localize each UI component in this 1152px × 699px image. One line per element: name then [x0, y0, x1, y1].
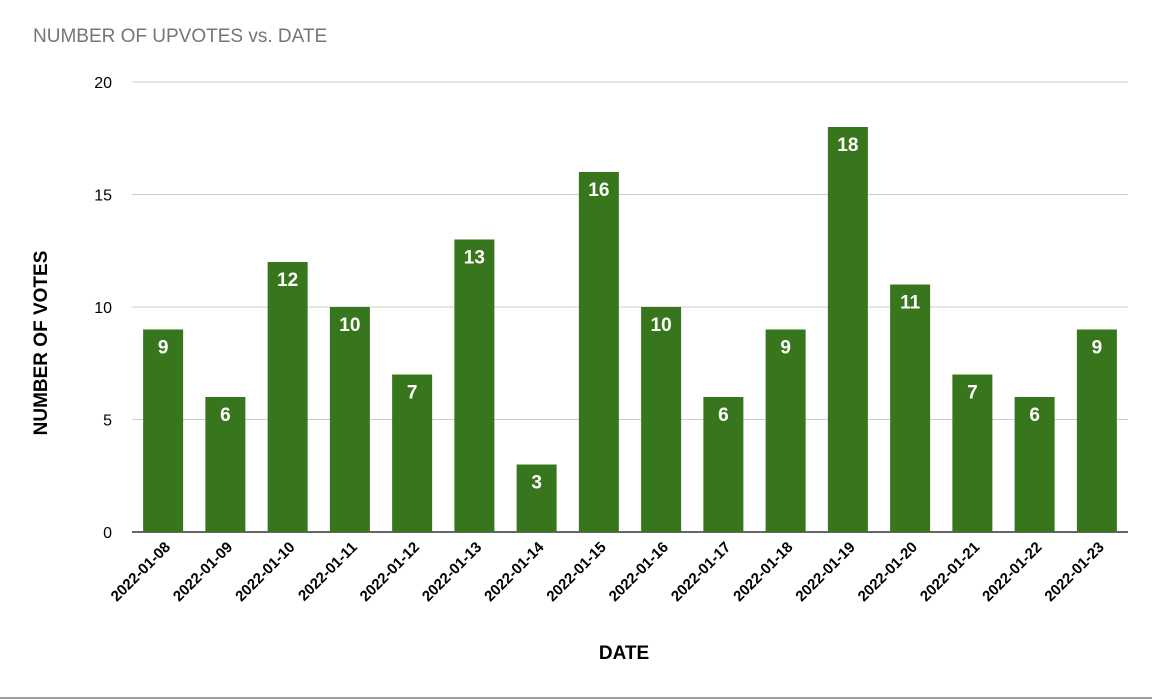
bar-value-label: 10 [651, 315, 672, 336]
x-axis-title: DATE [599, 643, 649, 664]
bar-value-label: 9 [1092, 338, 1103, 359]
x-tick-label: 2022-01-08 [108, 539, 174, 605]
y-tick-label: 5 [103, 413, 112, 430]
x-tick-label: 2022-01-15 [543, 539, 609, 605]
bar-value-label: 13 [464, 248, 485, 269]
bar [703, 397, 744, 532]
x-tick-label: 2022-01-10 [232, 539, 298, 605]
x-tick-label: 2022-01-23 [1041, 539, 1107, 605]
x-tick-label: 2022-01-09 [170, 539, 236, 605]
bar [454, 239, 495, 532]
bar [1014, 397, 1055, 532]
x-tick-label: 2022-01-22 [979, 539, 1045, 605]
y-tick-label: 20 [94, 75, 112, 92]
bar-value-label: 6 [220, 405, 231, 426]
bar [329, 307, 370, 532]
bar [267, 262, 308, 532]
chart-bottom-border [0, 697, 1152, 699]
x-tick-label: 2022-01-21 [917, 539, 983, 605]
bar [205, 397, 246, 532]
bar-value-label: 6 [1029, 405, 1040, 426]
bar-value-label: 11 [900, 293, 921, 314]
bar [143, 329, 184, 532]
y-tick-labels: 0 5 10 15 20 [94, 75, 112, 542]
bar [641, 307, 682, 532]
x-tick-label: 2022-01-19 [792, 539, 858, 605]
x-tick-label: 2022-01-13 [419, 539, 485, 605]
bar-value-label: 16 [588, 180, 609, 201]
bars: 9 6 12 10 7 13 3 16 10 6 9 18 11 7 6 9 [143, 127, 1117, 532]
bar-value-label: 10 [339, 315, 360, 336]
bar [890, 284, 931, 532]
x-tick-label: 2022-01-17 [668, 539, 734, 605]
x-tick-label: 2022-01-14 [481, 538, 548, 605]
bar-value-label: 3 [531, 473, 542, 494]
bar-value-label: 18 [837, 135, 858, 156]
bar [827, 127, 868, 532]
y-tick-label: 15 [94, 188, 112, 205]
bar-value-label: 9 [780, 338, 791, 359]
bar [516, 464, 557, 532]
bar-value-label: 7 [407, 383, 418, 404]
bar [392, 374, 433, 532]
x-tick-label: 2022-01-20 [855, 539, 921, 605]
chart-title: NUMBER OF UPVOTES vs. DATE [33, 26, 328, 47]
bar-value-label: 6 [718, 405, 729, 426]
bar [765, 329, 806, 532]
bar [578, 172, 619, 532]
bar-value-label: 9 [158, 338, 169, 359]
bar-value-label: 12 [277, 270, 298, 291]
y-tick-label: 10 [94, 300, 112, 317]
x-tick-label: 2022-01-18 [730, 539, 796, 605]
y-tick-label: 0 [103, 525, 112, 542]
bar [952, 374, 993, 532]
x-tick-label: 2022-01-12 [357, 539, 423, 605]
x-tick-label: 2022-01-11 [295, 539, 361, 605]
bar-value-label: 7 [967, 383, 978, 404]
x-tick-label: 2022-01-16 [606, 539, 672, 605]
y-axis-title: NUMBER OF VOTES [31, 251, 52, 436]
bar [1076, 329, 1117, 532]
x-tick-labels: 2022-01-082022-01-092022-01-102022-01-11… [108, 538, 1108, 605]
